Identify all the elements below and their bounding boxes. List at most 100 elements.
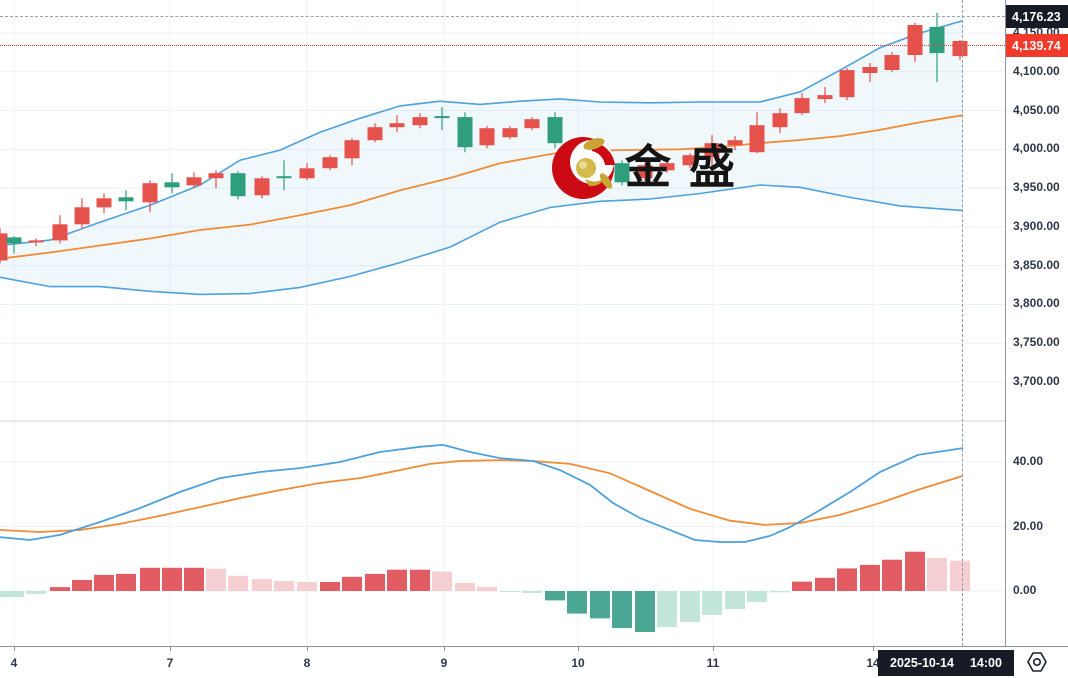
candle-body [186, 177, 202, 186]
oscillator-histogram-bar [815, 577, 835, 591]
bollinger-middle-band-line [0, 114, 964, 260]
oscillator-slow-line [0, 459, 964, 533]
last-price-line [0, 45, 1005, 46]
candle-body [952, 41, 968, 57]
brand-watermark-text: 金盛 [625, 140, 753, 194]
candle-body [457, 117, 473, 148]
time-axis-tick [14, 647, 15, 651]
candle-body [884, 55, 900, 70]
bollinger-band-fill [0, 20, 963, 295]
candle-body [118, 197, 134, 202]
oscillator-histogram-bar [184, 567, 204, 591]
oscillator-histogram-bar [297, 582, 317, 591]
candle-body [142, 183, 158, 203]
candle-body [230, 173, 246, 197]
candle-body [704, 143, 720, 158]
price-axis-label: 3,900.00 [1013, 218, 1060, 233]
candle-body [0, 233, 8, 261]
oscillator-histogram-bar [72, 580, 92, 591]
candle-body [6, 237, 22, 244]
brand-watermark: 金盛 [549, 132, 753, 202]
oscillator-histogram-bar [387, 569, 407, 591]
candle-body [434, 116, 450, 119]
candle-body [614, 163, 630, 183]
candle-body [862, 67, 878, 73]
candle-body [907, 25, 923, 55]
candle-body [344, 140, 360, 159]
candle-body [322, 157, 338, 169]
oscillator-histogram-bar [432, 571, 452, 591]
time-axis-label: 4 [10, 656, 18, 670]
crosshair-time-badge: 2025-10-14 14:00 [878, 650, 1014, 676]
oscillator-histogram-bar [590, 591, 610, 619]
settings-gear-icon[interactable] [1025, 651, 1049, 673]
oscillator-histogram-bar [252, 579, 272, 591]
oscillator-histogram-bar [950, 560, 970, 591]
oscillator-fast-line [0, 443, 964, 543]
oscillator-histogram-bar [342, 576, 362, 591]
time-axis-tick [444, 647, 445, 651]
oscillator-histogram-bar [4, 591, 24, 598]
oscillator-histogram-bar [635, 591, 655, 632]
candle-body [254, 178, 270, 196]
candle-body [817, 95, 833, 100]
candle-body [389, 123, 405, 128]
oscillator-histogram-bar [545, 591, 565, 601]
time-axis-tick [307, 647, 308, 651]
candle-body [74, 207, 90, 225]
crosshair-horizontal-line [0, 16, 1005, 17]
candle-body [637, 165, 653, 179]
candle-body [164, 182, 180, 188]
crosshair-date-text: 2025-10-14 [890, 656, 954, 670]
candle-body [412, 117, 428, 126]
oscillator-histogram-bar [612, 591, 632, 629]
price-axis-label: 4,000.00 [1013, 141, 1060, 156]
chart-canvas[interactable] [0, 0, 1005, 646]
oscillator-histogram-bar [455, 582, 475, 591]
axis-settings-corner [1005, 646, 1068, 678]
price-axis-label: 3,700.00 [1013, 374, 1060, 388]
candle-body [502, 128, 518, 138]
candle-body [547, 117, 563, 144]
candle-body [727, 140, 743, 146]
oscillator-histogram-bar [320, 582, 340, 591]
time-axis-tick [713, 647, 714, 651]
time-axis-tick [578, 647, 579, 651]
oscillator-histogram-bar [477, 586, 497, 591]
time-axis[interactable]: 4 7 8 9 10 11 14 2025-10-14 14:00 [0, 646, 1068, 678]
bollinger-upper-band-line [0, 19, 964, 247]
candle-body [839, 70, 855, 98]
crosshair-price-badge: 4,176.23 [1006, 5, 1068, 28]
time-axis-label: 7 [166, 656, 174, 670]
candle-body [367, 127, 383, 141]
oscillator-histogram-bar [770, 591, 790, 593]
time-axis-label: 9 [440, 656, 448, 670]
candle-body [479, 128, 495, 146]
oscillator-histogram-bar [747, 591, 767, 602]
candle-body [794, 98, 810, 114]
candle-body [96, 198, 112, 208]
oscillator-histogram-bar [837, 568, 857, 591]
time-axis-label: 14 [866, 656, 880, 670]
oscillator-histogram-bar [500, 591, 520, 592]
crosshair-time-text: 14:00 [969, 656, 1002, 670]
crosshair-vertical-line [962, 0, 963, 646]
candle-body [208, 173, 224, 179]
candle-body [749, 125, 765, 153]
oscillator-histogram-bar [657, 591, 677, 628]
time-axis-tick [170, 647, 171, 651]
price-axis-label: 4,100.00 [1013, 63, 1060, 78]
price-axis-label: 4,050.00 [1013, 102, 1060, 117]
oscillator-histogram-bar [522, 591, 542, 593]
price-axis-label: 3,800.00 [1013, 296, 1060, 311]
candle-body [276, 176, 292, 179]
oscillator-histogram-bar [860, 564, 880, 591]
price-axis-label: 3,750.00 [1013, 335, 1060, 350]
oscillator-histogram-bar [140, 567, 160, 591]
oscillator-axis-label: 20.00 [1013, 518, 1044, 533]
oscillator-axis-label: 40.00 [1013, 454, 1044, 468]
price-axis[interactable]: 4,150.00 4,100.00 4,050.00 4,000.00 3,950.00… [1005, 0, 1068, 646]
oscillator-histogram-bar [792, 581, 812, 591]
candle-body [659, 163, 675, 171]
